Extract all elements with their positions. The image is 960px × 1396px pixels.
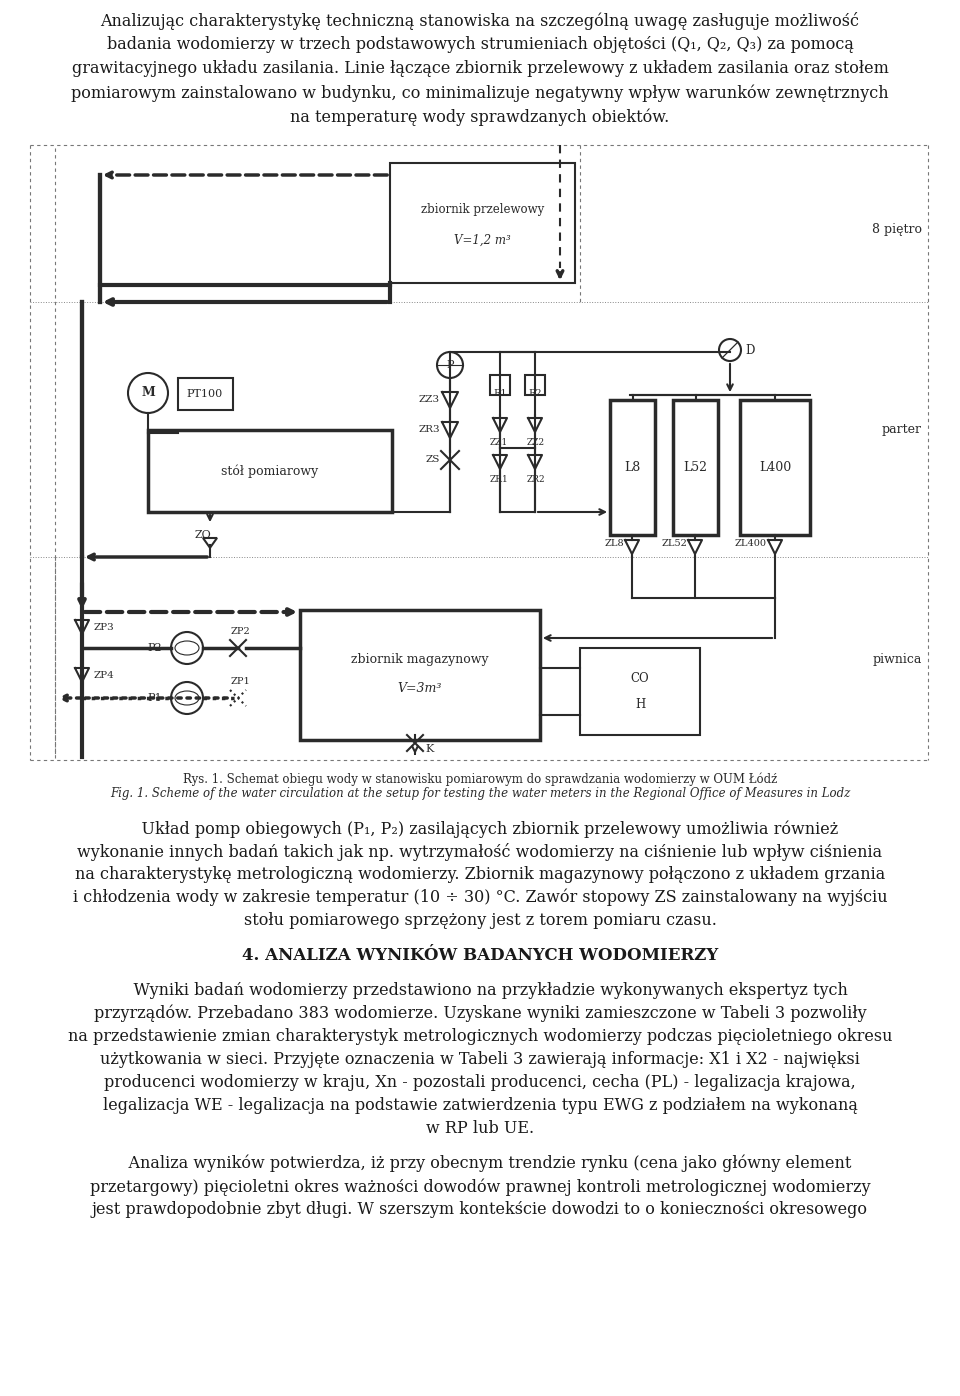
- Text: ZP2: ZP2: [230, 627, 250, 637]
- Text: piwnica: piwnica: [873, 653, 922, 666]
- Bar: [178, 378, 233, 410]
- Circle shape: [171, 632, 203, 664]
- Text: CO: CO: [631, 671, 649, 684]
- Text: Analizując charakterystykę techniczną stanowiska na szczególną uwagę zasługuje m: Analizując charakterystykę techniczną st…: [101, 13, 859, 29]
- Text: ZZ3: ZZ3: [419, 395, 440, 405]
- Text: Fig. 1. Scheme of the water circulation at the setup for testing the water meter: Fig. 1. Scheme of the water circulation …: [109, 787, 851, 800]
- Bar: [148, 430, 392, 512]
- Text: M: M: [141, 387, 155, 399]
- Text: jest prawdopodobnie zbyt długi. W szerszym kontekście dowodzi to o konieczności : jest prawdopodobnie zbyt długi. W szersz…: [92, 1201, 868, 1217]
- Text: 4. ANALIZA WYNIKÓW BADANYCH WODOMIERZY: 4. ANALIZA WYNIKÓW BADANYCH WODOMIERZY: [242, 946, 718, 965]
- Text: P1: P1: [148, 692, 162, 704]
- Ellipse shape: [175, 641, 199, 655]
- Text: ZZ1: ZZ1: [490, 438, 508, 447]
- Text: badania wodomierzy w trzech podstawowych strumieniach objętości (Q₁, Q₂, Q₃) za : badania wodomierzy w trzech podstawowych…: [107, 36, 853, 53]
- Bar: [740, 401, 810, 535]
- Bar: [525, 376, 545, 395]
- Text: L8: L8: [624, 461, 640, 475]
- Bar: [490, 376, 510, 395]
- Text: ZP1: ZP1: [230, 677, 250, 685]
- Text: w RP lub UE.: w RP lub UE.: [426, 1120, 534, 1136]
- Text: ZR1: ZR1: [490, 475, 509, 484]
- Text: Układ pomp obiegowych (P₁, P₂) zasilających zbiornik przelewowy umożliwia równie: Układ pomp obiegowych (P₁, P₂) zasilając…: [121, 819, 839, 838]
- Text: ZL8: ZL8: [605, 539, 624, 547]
- Text: K: K: [425, 744, 433, 754]
- Text: ZZ2: ZZ2: [527, 438, 545, 447]
- Bar: [390, 163, 575, 283]
- Ellipse shape: [175, 691, 199, 705]
- Text: L400: L400: [758, 461, 791, 475]
- Text: PT100: PT100: [187, 389, 223, 399]
- Text: grawitacyjnego układu zasilania. Linie łączące zbiornik przelewowy z układem zas: grawitacyjnego układu zasilania. Linie ł…: [72, 60, 888, 77]
- Text: Wyniki badań wodomierzy przedstawiono na przykładzie wykonywanych ekspertyz tych: Wyniki badań wodomierzy przedstawiono na…: [112, 981, 848, 1000]
- Text: D: D: [745, 343, 755, 356]
- Bar: [300, 610, 540, 740]
- Text: na charakterystykę metrologiczną wodomierzy. Zbiornik magazynowy połączono z ukł: na charakterystykę metrologiczną wodomie…: [75, 866, 885, 884]
- Text: L52: L52: [684, 461, 708, 475]
- Text: Rys. 1. Schemat obiegu wody w stanowisku pomiarowym do sprawdzania wodomierzy w : Rys. 1. Schemat obiegu wody w stanowisku…: [182, 772, 778, 786]
- Text: zbiornik przelewowy: zbiornik przelewowy: [420, 204, 544, 216]
- Text: R1: R1: [493, 388, 507, 398]
- Text: na przedstawienie zmian charakterystyk metrologicznych wodomierzy podczas pięcio: na przedstawienie zmian charakterystyk m…: [68, 1027, 892, 1046]
- Text: P: P: [446, 360, 454, 370]
- Circle shape: [128, 373, 168, 413]
- Text: ZL400: ZL400: [735, 539, 767, 547]
- Text: na temperaturę wody sprawdzanych obiektów.: na temperaturę wody sprawdzanych obiektó…: [290, 107, 670, 126]
- Text: ZP3: ZP3: [94, 623, 115, 631]
- Text: ZO: ZO: [195, 530, 212, 540]
- Bar: [610, 401, 655, 535]
- Circle shape: [171, 683, 203, 713]
- Text: legalizacja WE - legalizacja na podstawie zatwierdzenia typu EWG z podziałem na : legalizacja WE - legalizacja na podstawi…: [103, 1097, 857, 1114]
- Text: zbiornik magazynowy: zbiornik magazynowy: [351, 653, 489, 666]
- Text: R2: R2: [528, 388, 541, 398]
- Text: producenci wodomierzy w kraju, Xn - pozostali producenci, cecha (PL) - legalizac: producenci wodomierzy w kraju, Xn - pozo…: [104, 1074, 856, 1092]
- Text: ZS: ZS: [425, 455, 440, 465]
- Text: V=1,2 m³: V=1,2 m³: [454, 233, 511, 247]
- Text: 8 piętro: 8 piętro: [872, 223, 922, 236]
- Text: V=3m³: V=3m³: [397, 681, 443, 694]
- Text: pomiarowym zainstalowano w budynku, co minimalizuje negatywny wpływ warunków zew: pomiarowym zainstalowano w budynku, co m…: [71, 84, 889, 102]
- Text: stołu pomiarowego sprzężony jest z torem pomiaru czasu.: stołu pomiarowego sprzężony jest z torem…: [244, 912, 716, 928]
- Bar: [580, 648, 700, 736]
- Bar: [673, 401, 718, 535]
- Text: Analiza wyników potwierdza, iż przy obecnym trendzie rynku (cena jako główny ele: Analiza wyników potwierdza, iż przy obec…: [108, 1154, 852, 1173]
- Text: ZL52: ZL52: [661, 539, 687, 547]
- Circle shape: [437, 352, 463, 378]
- Text: użytkowania w sieci. Przyjęte oznaczenia w Tabeli 3 zawierają informacje: X1 i X: użytkowania w sieci. Przyjęte oznaczenia…: [100, 1051, 860, 1068]
- Text: ZR2: ZR2: [527, 475, 545, 484]
- Text: przetargowy) pięcioletni okres ważności dowodów prawnej kontroli metrologicznej : przetargowy) pięcioletni okres ważności …: [89, 1178, 871, 1195]
- Text: parter: parter: [882, 423, 922, 437]
- Text: i chłodzenia wody w zakresie temperatur (10 ÷ 30) °C. Zawór stopowy ZS zainstalo: i chłodzenia wody w zakresie temperatur …: [73, 889, 887, 906]
- Circle shape: [719, 339, 741, 362]
- Text: stół pomiarowy: stół pomiarowy: [222, 465, 319, 477]
- Text: ZR3: ZR3: [419, 426, 440, 434]
- Text: wykonanie innych badań takich jak np. wytrzymałość wodomierzy na ciśnienie lub w: wykonanie innych badań takich jak np. wy…: [78, 843, 882, 861]
- Text: ZP4: ZP4: [94, 670, 115, 680]
- Text: przyrządów. Przebadano 383 wodomierze. Uzyskane wyniki zamieszczone w Tabeli 3 p: przyrządów. Przebadano 383 wodomierze. U…: [94, 1005, 866, 1022]
- Text: P2: P2: [148, 644, 162, 653]
- Text: H: H: [635, 698, 645, 712]
